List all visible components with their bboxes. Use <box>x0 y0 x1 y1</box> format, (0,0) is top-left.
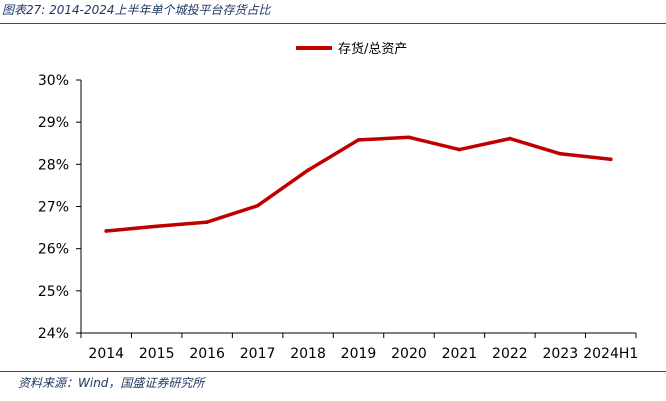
y-tick-label: 25% <box>38 284 69 300</box>
data-point <box>205 220 209 224</box>
data-point <box>508 136 512 141</box>
y-tick-label: 24% <box>38 326 69 342</box>
figure-title: 图表27: 2014-2024上半年单个城投平台存货占比 <box>2 3 271 17</box>
data-point <box>306 168 310 173</box>
chart-legend: 存货/总资产 <box>296 41 407 57</box>
x-tick-label: 2015 <box>139 346 175 362</box>
source-note: 资料来源：Wind，国盛证券研究所 <box>18 376 205 390</box>
x-tick-label: 2016 <box>189 346 225 362</box>
x-tick-label: 2020 <box>391 346 427 362</box>
x-tick-label: 2024H1 <box>583 346 638 362</box>
data-point <box>558 151 563 156</box>
data-point <box>104 229 109 233</box>
data-point <box>457 147 462 152</box>
y-tick-label: 26% <box>38 242 69 258</box>
footer-rule <box>0 371 666 372</box>
x-tick-label: 2021 <box>442 346 478 362</box>
data-point <box>255 203 260 208</box>
data-point <box>407 135 411 140</box>
x-tick-label: 2014 <box>88 346 124 362</box>
data-point <box>608 157 613 162</box>
y-tick-label: 28% <box>38 157 69 173</box>
x-tick-label: 2022 <box>492 346 528 362</box>
y-tick-label: 30% <box>38 73 69 89</box>
y-tick-label: 29% <box>38 115 69 131</box>
header-rule <box>0 23 666 24</box>
y-tick-label: 27% <box>38 200 69 216</box>
data-point <box>356 138 361 142</box>
data-point <box>154 224 159 229</box>
x-tick-label: 2019 <box>341 346 377 362</box>
x-tick-label: 2023 <box>542 346 578 362</box>
x-tick-label: 2017 <box>240 346 276 362</box>
x-tick-label: 2018 <box>290 346 326 362</box>
series-line <box>104 135 613 233</box>
legend-label: 存货/总资产 <box>338 41 407 57</box>
